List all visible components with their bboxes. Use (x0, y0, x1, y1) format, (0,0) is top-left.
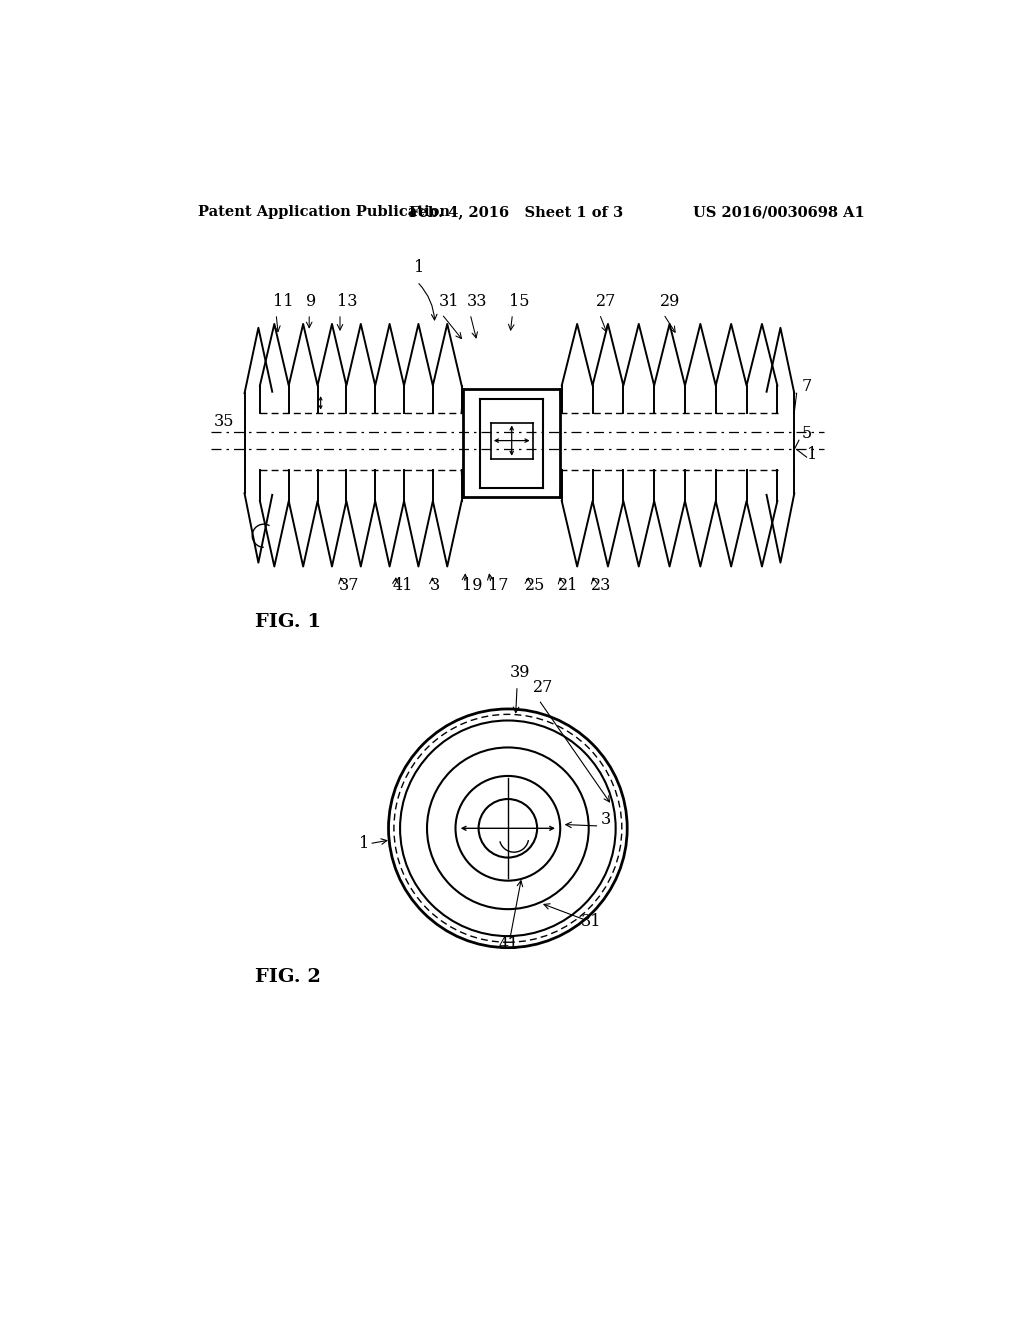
Text: 17: 17 (487, 577, 508, 594)
Text: FIG. 2: FIG. 2 (255, 969, 322, 986)
Text: 9: 9 (306, 293, 316, 310)
Text: 25: 25 (524, 577, 545, 594)
Text: 41: 41 (392, 577, 413, 594)
Text: 19: 19 (462, 577, 482, 594)
Text: 29: 29 (660, 293, 681, 310)
Text: 3: 3 (600, 812, 610, 829)
Text: 11: 11 (273, 293, 294, 310)
Text: 31: 31 (581, 913, 601, 931)
Text: 7: 7 (802, 378, 812, 395)
Text: 13: 13 (337, 293, 357, 310)
Text: 1: 1 (359, 834, 370, 851)
Text: FIG. 1: FIG. 1 (255, 612, 322, 631)
Text: 35: 35 (214, 413, 234, 430)
Text: 3: 3 (429, 577, 439, 594)
Text: 37: 37 (339, 577, 359, 594)
Text: Patent Application Publication: Patent Application Publication (199, 206, 451, 219)
Text: US 2016/0030698 A1: US 2016/0030698 A1 (692, 206, 864, 219)
Text: 15: 15 (509, 293, 529, 310)
Text: 21: 21 (558, 577, 579, 594)
Text: 31: 31 (438, 293, 459, 310)
Text: 39: 39 (509, 664, 529, 681)
Text: 23: 23 (591, 577, 611, 594)
Text: 1: 1 (807, 446, 817, 463)
Text: 1: 1 (414, 259, 424, 276)
Text: Feb. 4, 2016   Sheet 1 of 3: Feb. 4, 2016 Sheet 1 of 3 (410, 206, 624, 219)
Text: 27: 27 (532, 678, 553, 696)
Text: 5: 5 (802, 425, 812, 442)
Text: 33: 33 (467, 293, 487, 310)
Text: 41: 41 (499, 936, 519, 953)
Text: 27: 27 (596, 293, 616, 310)
